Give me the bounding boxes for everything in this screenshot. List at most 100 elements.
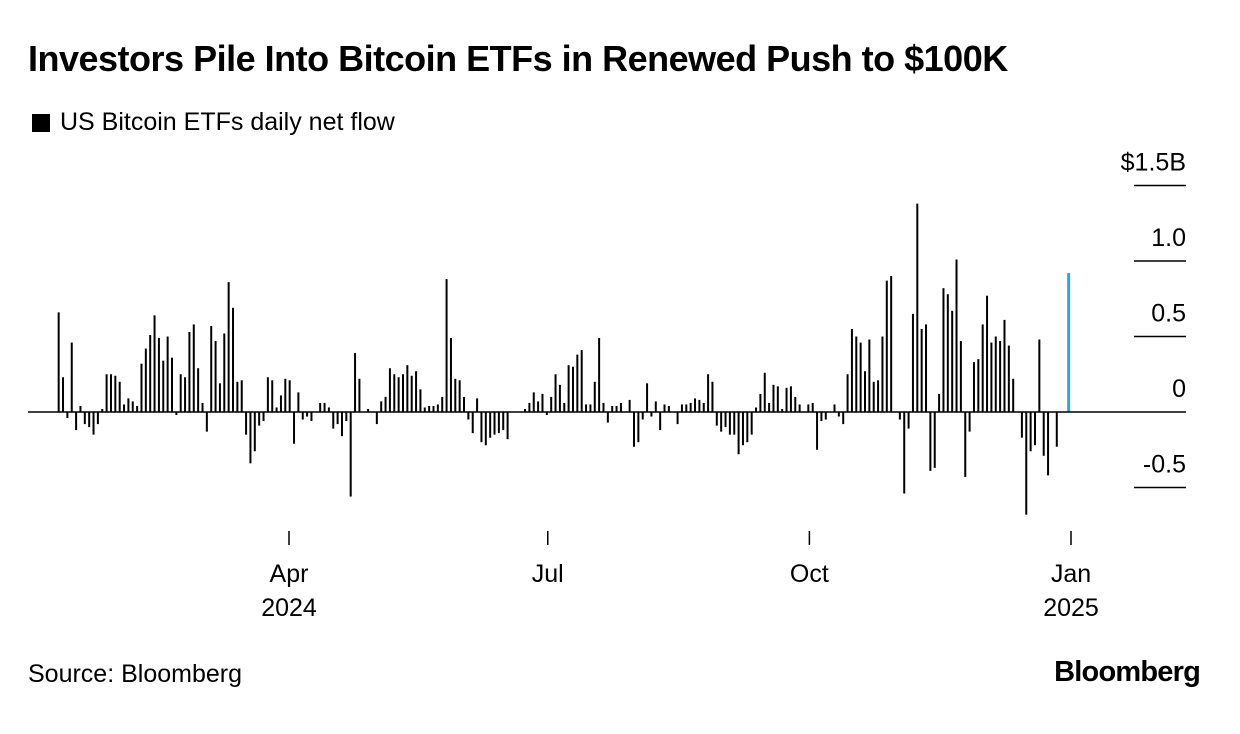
flow-bar xyxy=(929,412,932,471)
flow-bar xyxy=(336,412,339,425)
legend-swatch xyxy=(32,113,50,132)
flow-bar xyxy=(615,405,618,412)
flow-bar xyxy=(728,412,731,435)
legend-label: US Bitcoin ETFs daily net flow xyxy=(60,108,395,136)
flow-bar xyxy=(236,381,239,412)
y-tick-label: 1.0 xyxy=(1151,224,1186,252)
flow-bar xyxy=(175,412,178,416)
flow-bar xyxy=(458,380,461,412)
flow-bar xyxy=(872,381,875,412)
flow-bar xyxy=(986,295,989,412)
flow-bar xyxy=(340,412,343,437)
flow-bar xyxy=(816,412,819,450)
flow-bar xyxy=(1055,412,1058,447)
flow-bar xyxy=(384,396,387,412)
flow-bar xyxy=(83,412,86,425)
flow-bar xyxy=(532,392,535,412)
flow-bar xyxy=(476,398,479,412)
flow-bar xyxy=(755,407,758,412)
y-tick-label: $1.5B xyxy=(1121,149,1186,177)
flow-bar xyxy=(62,377,65,412)
flow-bar xyxy=(689,402,692,412)
flow-bar xyxy=(358,378,361,412)
flow-bar xyxy=(707,374,710,412)
y-tick-label: -0.5 xyxy=(1143,451,1186,479)
flow-bar xyxy=(323,402,326,412)
flow-bar xyxy=(467,412,470,420)
source-note: Source: Bloomberg xyxy=(28,660,243,688)
flow-bar xyxy=(184,377,187,412)
flow-bar xyxy=(885,280,888,412)
flow-bar xyxy=(88,412,91,428)
flow-bar xyxy=(288,380,291,412)
flow-bar xyxy=(694,398,697,412)
legend: US Bitcoin ETFs daily net flow xyxy=(32,108,395,137)
flow-bar xyxy=(785,387,788,412)
x-tick-label: Jan xyxy=(1051,560,1091,588)
flow-bar xyxy=(349,412,352,497)
x-tick-year-label: 2024 xyxy=(261,594,317,622)
flow-bar xyxy=(667,405,670,412)
flow-bar xyxy=(484,412,487,446)
flow-bar xyxy=(646,383,649,412)
flow-bar xyxy=(524,408,527,412)
flow-bar xyxy=(877,380,880,412)
flow-bar xyxy=(920,328,923,412)
flow-bar xyxy=(105,374,108,412)
x-axis: Apr 2024 Jul Oct Jan 2025 xyxy=(261,531,1099,622)
flow-bar xyxy=(951,310,954,412)
flow-bar xyxy=(846,374,849,412)
flow-bar xyxy=(197,368,200,412)
flow-bar xyxy=(720,412,723,432)
flow-bar xyxy=(253,412,256,452)
flow-bar xyxy=(571,366,574,412)
flow-bar xyxy=(432,405,435,412)
flow-bar xyxy=(123,404,126,412)
flow-bar xyxy=(127,398,130,412)
flow-bar xyxy=(781,408,784,412)
flow-bar xyxy=(602,402,605,412)
flow-bar xyxy=(406,365,409,412)
flow-bar xyxy=(833,404,836,412)
flow-bar xyxy=(388,368,391,412)
flow-bar xyxy=(249,412,252,464)
flow-bar xyxy=(637,412,640,443)
flow-bar xyxy=(850,328,853,412)
flow-bar xyxy=(258,412,261,426)
flow-bar xyxy=(271,380,274,412)
flow-bar xyxy=(824,412,827,420)
flow-bar xyxy=(319,402,322,412)
flow-bar xyxy=(502,412,505,431)
flow-bar xyxy=(968,412,971,432)
flow-bar xyxy=(415,371,418,412)
y-tick-label: 0 xyxy=(1172,375,1186,403)
flow-bar xyxy=(907,412,910,429)
flow-bar xyxy=(558,384,561,412)
flow-bar xyxy=(493,412,496,435)
flow-bar xyxy=(310,412,313,422)
flow-bar xyxy=(397,377,400,412)
y-axis: $1.5B 1.0 0.5 0 -0.5 xyxy=(1121,149,1186,489)
flow-bar xyxy=(153,315,156,412)
flow-bar xyxy=(611,405,614,412)
flow-bar xyxy=(114,375,117,412)
flow-bar xyxy=(585,404,588,412)
flow-bar xyxy=(480,412,483,443)
flow-bar xyxy=(266,377,269,412)
flow-bar xyxy=(92,412,95,435)
flow-bar xyxy=(75,412,78,431)
flow-bar xyxy=(938,393,941,412)
flow-bar xyxy=(192,324,195,412)
flow-bar xyxy=(990,342,993,412)
flow-bar xyxy=(537,401,540,412)
flow-bar xyxy=(1020,412,1023,438)
flow-bar xyxy=(589,404,592,412)
flow-bar xyxy=(619,402,622,412)
flow-bar xyxy=(218,383,221,412)
flow-bar xyxy=(724,412,727,428)
chart-title: Investors Pile Into Bitcoin ETFs in Rene… xyxy=(28,38,1008,79)
flow-bar xyxy=(297,392,300,412)
flow-bar xyxy=(702,402,705,412)
flow-bar xyxy=(580,350,583,412)
flow-bar xyxy=(994,336,997,412)
